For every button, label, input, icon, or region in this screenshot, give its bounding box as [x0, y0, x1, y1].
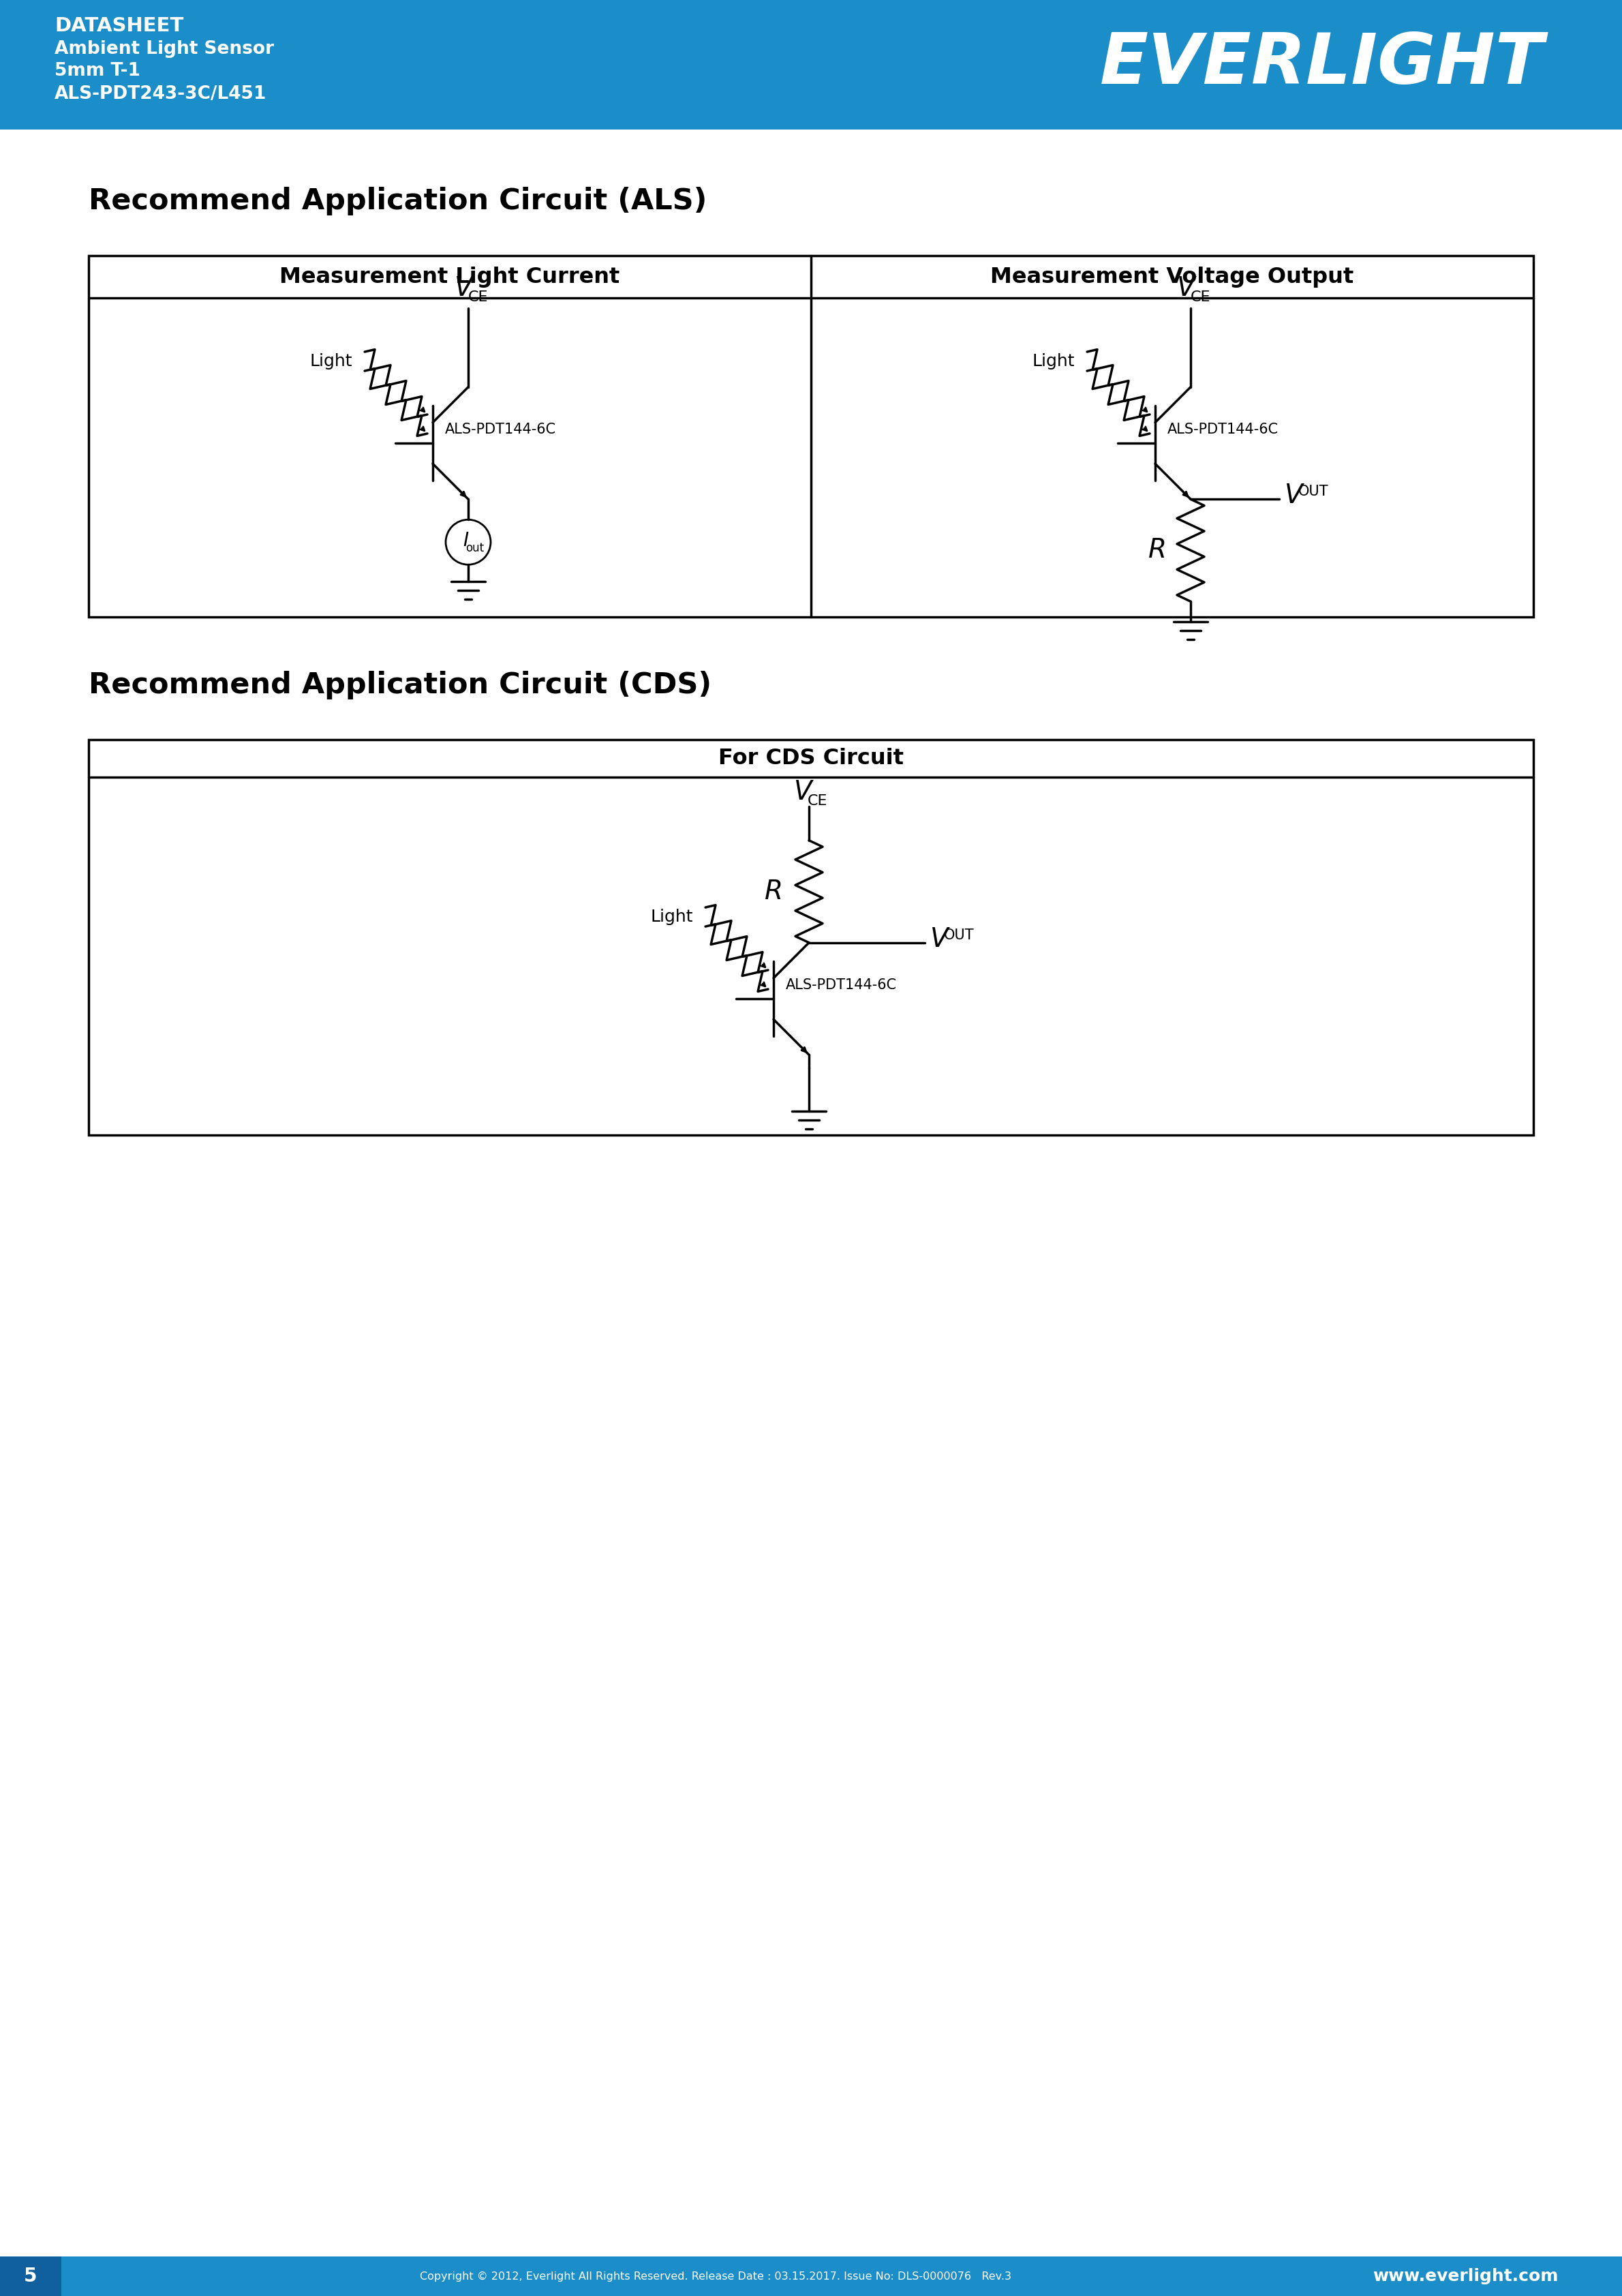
- Text: CE: CE: [808, 794, 827, 808]
- Text: Measurement Light Current: Measurement Light Current: [279, 266, 620, 287]
- Bar: [0, 2257, 62, 2296]
- Text: Light: Light: [1032, 354, 1075, 370]
- Text: 5: 5: [24, 2266, 37, 2287]
- Text: R: R: [764, 879, 783, 905]
- Text: ALS-PDT144-6C: ALS-PDT144-6C: [785, 978, 897, 992]
- Bar: [89, 255, 1533, 618]
- Text: CE: CE: [1191, 289, 1210, 303]
- Text: out: out: [466, 542, 485, 553]
- Text: Measurement Voltage Output: Measurement Voltage Output: [991, 266, 1354, 287]
- Text: Ambient Light Sensor: Ambient Light Sensor: [55, 41, 274, 57]
- Text: Copyright © 2012, Everlight All Rights Reserved. Release Date : 03.15.2017. Issu: Copyright © 2012, Everlight All Rights R…: [420, 2271, 1012, 2282]
- Bar: [0, 2257, 1622, 2296]
- Text: V: V: [1178, 276, 1195, 301]
- Text: EVERLIGHT: EVERLIGHT: [1100, 30, 1544, 99]
- Text: V: V: [931, 925, 949, 953]
- Text: Recommend Application Circuit (ALS): Recommend Application Circuit (ALS): [89, 186, 707, 216]
- Text: For CDS Circuit: For CDS Circuit: [719, 748, 903, 769]
- Text: R: R: [1148, 537, 1166, 563]
- Text: CE: CE: [467, 289, 488, 303]
- Text: DATASHEET: DATASHEET: [55, 16, 183, 34]
- Bar: [0, 0, 1622, 129]
- Text: OUT: OUT: [1298, 484, 1328, 498]
- Text: Light: Light: [310, 354, 352, 370]
- Text: V: V: [1285, 482, 1302, 510]
- Text: ALS-PDT243-3C/L451: ALS-PDT243-3C/L451: [55, 85, 266, 103]
- Text: ALS-PDT144-6C: ALS-PDT144-6C: [444, 422, 556, 436]
- Text: Recommend Application Circuit (CDS): Recommend Application Circuit (CDS): [89, 670, 712, 700]
- Text: EVERLIGHT: EVERLIGHT: [396, 872, 1226, 1001]
- Text: 5mm T-1: 5mm T-1: [55, 62, 141, 80]
- Bar: [89, 739, 1533, 1134]
- Text: Light: Light: [650, 909, 693, 925]
- Text: ALS-PDT144-6C: ALS-PDT144-6C: [1168, 422, 1278, 436]
- Text: I: I: [462, 530, 469, 551]
- Text: www.everlight.com: www.everlight.com: [1372, 2268, 1559, 2285]
- Text: V: V: [454, 276, 472, 301]
- Text: V: V: [793, 778, 813, 806]
- Text: OUT: OUT: [944, 928, 975, 941]
